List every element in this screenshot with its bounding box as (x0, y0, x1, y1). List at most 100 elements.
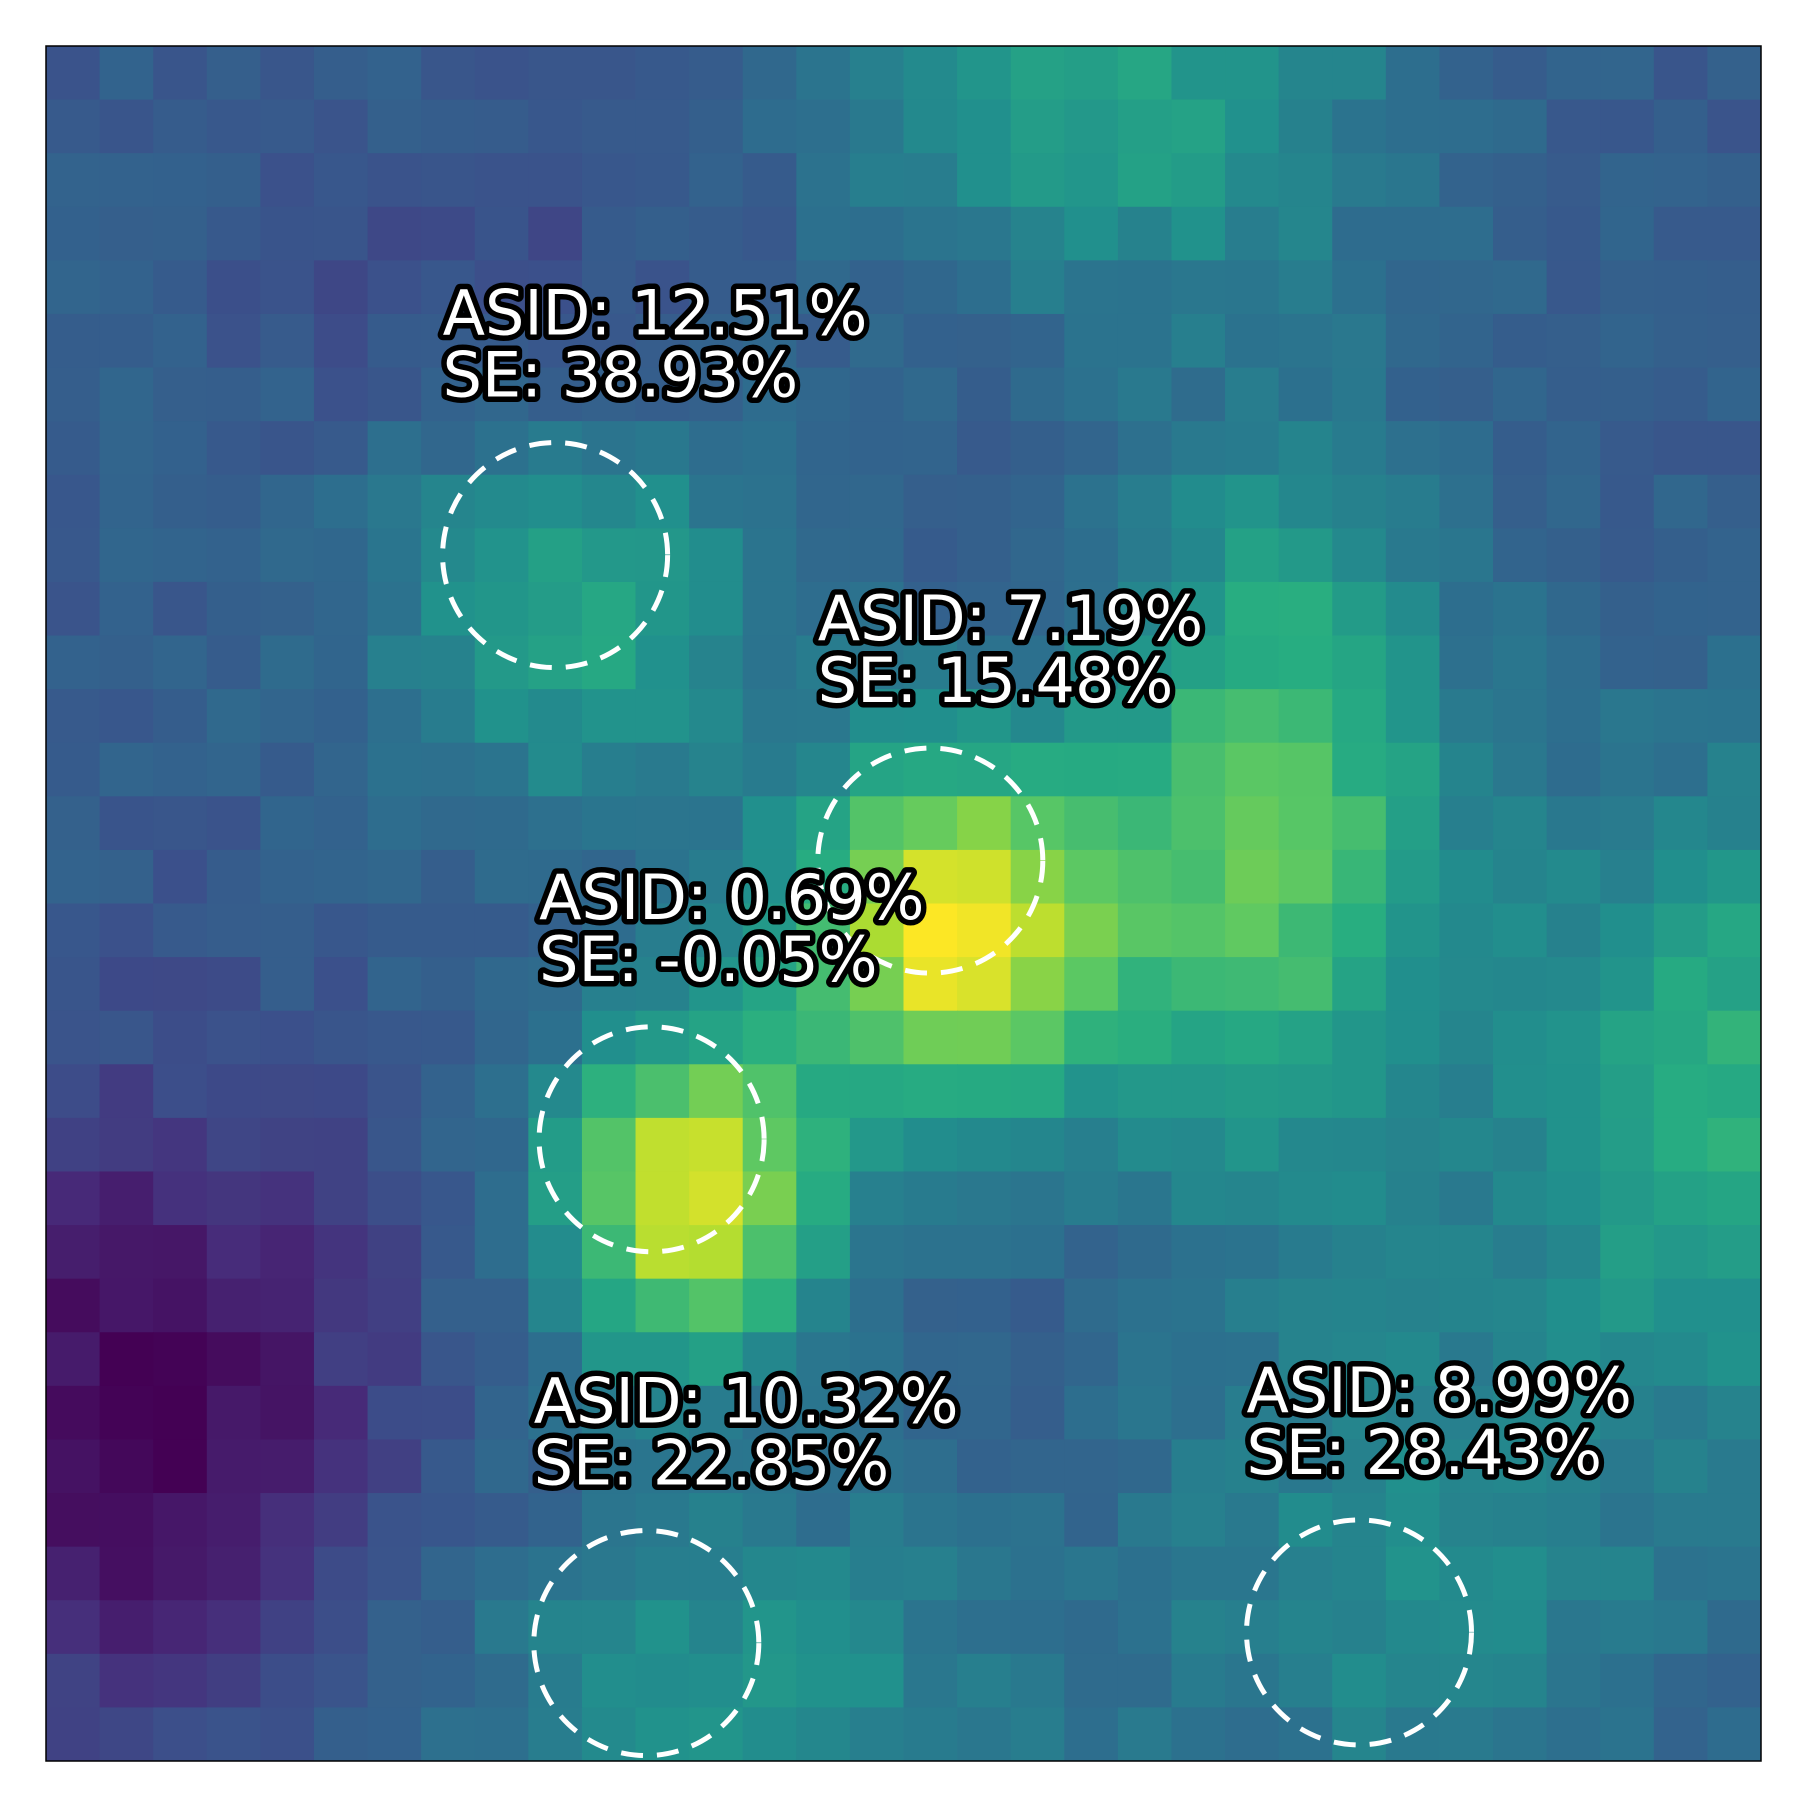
heatmap-cell (153, 206, 208, 261)
heatmap-cell (367, 206, 422, 261)
heatmap-cell (1600, 421, 1655, 476)
heatmap-cell (1117, 1225, 1173, 1280)
heatmap-cell (1010, 1385, 1065, 1441)
heatmap-cell (1117, 260, 1173, 315)
heatmap-cell (1171, 528, 1226, 583)
heatmap-cell (1117, 313, 1173, 369)
heatmap-cell (99, 421, 154, 476)
heatmap-cell (528, 99, 583, 154)
heatmap-cell (528, 367, 583, 422)
heatmap-cell (1385, 742, 1441, 797)
heatmap-cell (1117, 1171, 1173, 1226)
heatmap-cell (581, 1653, 637, 1708)
heatmap-cell (1332, 367, 1387, 422)
heatmap-cell (1171, 1064, 1226, 1119)
heatmap-cell (1385, 581, 1441, 637)
heatmap-cell (1707, 581, 1761, 637)
heatmap-cell (153, 1117, 208, 1173)
region-5-circle (1244, 1517, 1474, 1748)
heatmap-cell (957, 957, 1012, 1012)
heatmap-cell (1332, 1600, 1387, 1655)
heatmap-cell (903, 206, 958, 261)
heatmap-cell (1278, 528, 1333, 583)
heatmap-cell (581, 206, 637, 261)
heatmap-cell (1493, 1707, 1548, 1761)
heatmap-cell (903, 903, 958, 958)
heatmap-cell (796, 421, 851, 476)
heatmap-cell (903, 99, 958, 154)
heatmap-cell (849, 1332, 905, 1387)
region-2-asid-label: ASID: 7.19% (818, 582, 1203, 655)
heatmap-cell (1653, 1225, 1708, 1280)
heatmap-cell (1600, 689, 1655, 744)
heatmap-cell (1332, 46, 1387, 101)
heatmap-cell (796, 1278, 851, 1333)
heatmap-cell (796, 153, 851, 208)
heatmap-cell (1546, 957, 1601, 1012)
heatmap-cell (1493, 635, 1548, 690)
heatmap-cell (206, 46, 261, 101)
heatmap-cell (742, 206, 797, 261)
heatmap-cell (1439, 46, 1494, 101)
heatmap-cell (1707, 1653, 1761, 1708)
heatmap-cell (635, 1064, 690, 1119)
heatmap-cell (1117, 1546, 1173, 1601)
heatmap-cell (421, 46, 476, 101)
heatmap-cell (1439, 1600, 1494, 1655)
heatmap-cell (742, 1546, 797, 1601)
heatmap-cell (796, 903, 851, 958)
heatmap-cell (1600, 474, 1655, 529)
heatmap-cell (1600, 46, 1655, 101)
heatmap-cell (313, 1171, 369, 1226)
heatmap-cell (206, 206, 261, 261)
heatmap-cell (1278, 849, 1333, 905)
heatmap-cell (1225, 1278, 1280, 1333)
heatmap-cell (1707, 1332, 1761, 1387)
heatmap-cell (313, 206, 369, 261)
heatmap-cell (46, 1385, 101, 1441)
heatmap-cell (1493, 474, 1548, 529)
heatmap-cell (1332, 1010, 1387, 1065)
heatmap-cell (260, 474, 315, 529)
heatmap-cell (1385, 1171, 1441, 1226)
heatmap-cell (367, 957, 422, 1012)
heatmap-cell (260, 796, 315, 851)
heatmap-cell (1010, 1064, 1065, 1119)
heatmap-cell (1546, 99, 1601, 154)
heatmap-cell (1385, 367, 1441, 422)
heatmap-cell (1278, 421, 1333, 476)
heatmap-cell (903, 1493, 958, 1548)
heatmap-cell (1439, 206, 1494, 261)
heatmap-cell (957, 528, 1012, 583)
heatmap-cell (1117, 849, 1173, 905)
heatmap-cell (957, 849, 1012, 905)
heatmap-cell (367, 796, 422, 851)
heatmap-cell (1225, 1064, 1280, 1119)
heatmap-cell (260, 206, 315, 261)
heatmap-cell (313, 1225, 369, 1280)
heatmap-cell (903, 313, 958, 369)
heatmap-cell (1600, 796, 1655, 851)
heatmap-cell (796, 313, 851, 369)
heatmap-cell (1064, 99, 1119, 154)
heatmap-cell (1010, 1707, 1065, 1761)
heatmap-cell (1010, 367, 1065, 422)
heatmap-cell (260, 99, 315, 154)
heatmap-cell (1010, 689, 1065, 744)
heatmap-cell (689, 581, 744, 637)
heatmap-cell (957, 313, 1012, 369)
heatmap-cell (474, 1385, 529, 1441)
heatmap-cell (957, 635, 1012, 690)
heatmap-cell (1332, 1064, 1387, 1119)
heatmap-cell (1225, 206, 1280, 261)
heatmap-cell (1707, 1600, 1761, 1655)
heatmap-cell (581, 1278, 637, 1333)
heatmap-cell (1064, 581, 1119, 637)
heatmap-cell (421, 99, 476, 154)
heatmap-cell (1064, 1171, 1119, 1226)
heatmap-cell (206, 796, 261, 851)
heatmap-cell (1117, 635, 1173, 690)
heatmap-cell (1439, 742, 1494, 797)
heatmap-cell (903, 1117, 958, 1173)
heatmap-cell (99, 1385, 154, 1441)
